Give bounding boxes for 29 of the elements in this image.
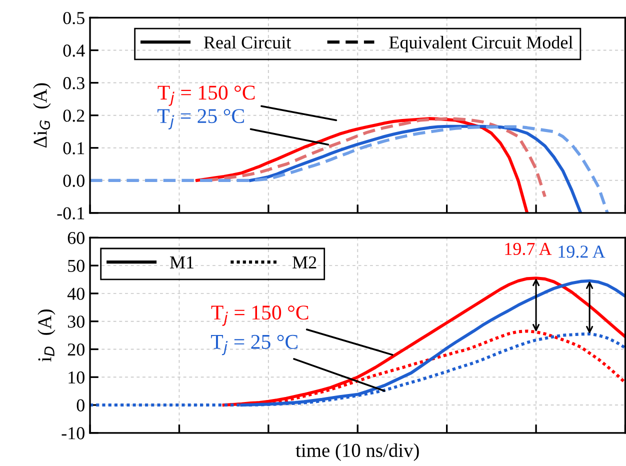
y-axis-title: i$_{D}$ (A): [38, 310, 56, 362]
annotation: Real Circuit: [204, 36, 292, 49]
y-tick-label: 0.0: [63, 174, 84, 187]
annotation: T$_{j}$ = 150 °C: [158, 86, 255, 106]
y-tick-label: 0.1: [63, 142, 84, 154]
x-axis-title: time (10 ns/div): [296, 443, 419, 461]
annotation: T$_{j}$ = 25 °C: [157, 109, 244, 130]
y-tick-label: 60: [68, 232, 84, 244]
annotation: M2: [292, 256, 316, 268]
y-tick-label: 0: [76, 399, 84, 412]
y-tick-label: 0.2: [63, 110, 84, 122]
y-tick-label: 40: [67, 288, 84, 300]
y-tick-label: 10: [68, 371, 84, 384]
annotation: M1: [170, 256, 194, 268]
annotation: Equivalent Circuit Model: [389, 36, 573, 52]
y-tick-label: 20: [68, 343, 84, 356]
annotation: 19.2 A: [558, 246, 606, 258]
y-tick-label: 30: [68, 316, 84, 328]
y-axis-title: Δi$_{G}$ (A): [33, 83, 51, 148]
y-tick-label: 50: [68, 260, 84, 272]
annotation: T$_{j}$ = 150 °C: [211, 306, 308, 326]
line-series: [249, 124, 582, 213]
y-tick-label: -10: [62, 427, 84, 440]
y-tick-label: 0.5: [63, 12, 84, 24]
y-tick-label: -0.1: [57, 207, 84, 220]
annotation: 19.7 A: [505, 242, 552, 256]
y-tick-label: 0.4: [63, 44, 85, 57]
annotation: T$_{j}$ = 25 °C: [211, 334, 298, 356]
y-tick-label: 0.3: [63, 77, 84, 90]
